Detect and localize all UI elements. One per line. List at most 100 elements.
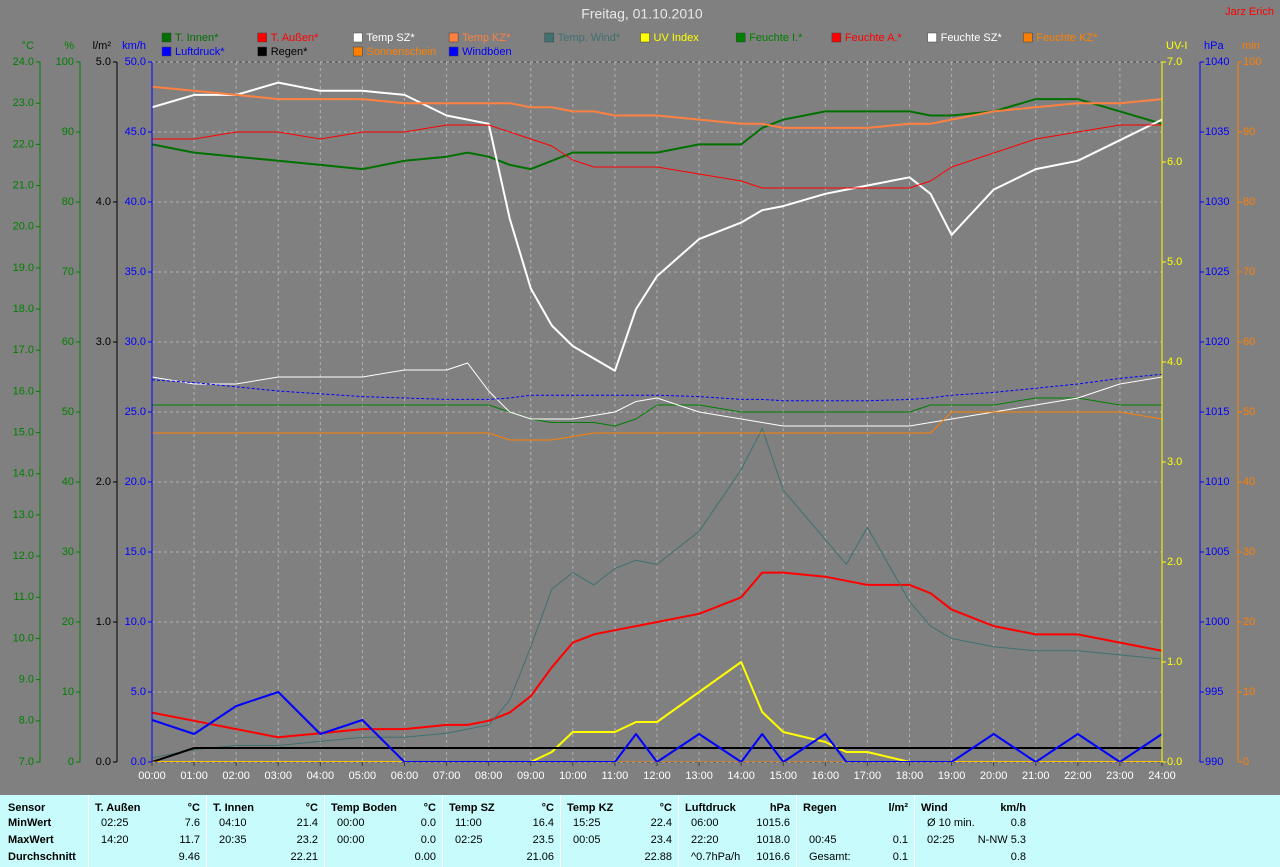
- axis-title: km/h: [122, 40, 146, 52]
- cell-value: 1016.6: [756, 851, 790, 863]
- y-tick-label: 0.0: [1167, 756, 1182, 768]
- y-tick-label: 80: [1243, 196, 1255, 208]
- x-tick-label: 08:00: [475, 770, 503, 782]
- chart-title: Freitag, 01.10.2010: [581, 6, 703, 22]
- x-tick-label: 24:00: [1148, 770, 1176, 782]
- chart: Freitag, 01.10.2010 Jarz Erich 00:00 01:0…: [13, 6, 1274, 782]
- y-tick-label: 10: [1243, 686, 1255, 698]
- series-line: [152, 691, 1162, 762]
- table-separator: [796, 795, 797, 867]
- x-tick-label: 18:00: [896, 770, 924, 782]
- y-tick-label: 15.0: [13, 426, 34, 438]
- legend-swatch: [735, 32, 746, 43]
- y-tick-label: 10.0: [13, 632, 34, 644]
- y-tick-label: 100: [56, 56, 74, 68]
- axis-title: hPa: [1204, 40, 1224, 52]
- x-tick-label: 14:00: [727, 770, 755, 782]
- x-tick-label: 00:00: [138, 770, 166, 782]
- cell-value: 0.8: [1010, 851, 1026, 863]
- cell-value: 0.00: [414, 851, 436, 863]
- cell-value: 22.88: [644, 851, 672, 863]
- cell-value: 0.1: [892, 834, 908, 846]
- group-name: Wind: [921, 802, 948, 814]
- y-tick-label: 20.0: [125, 476, 146, 488]
- cell-value: 1015.6: [756, 817, 790, 829]
- y-tick-label: 30.0: [125, 336, 146, 348]
- y-tick-label: 2.0: [1167, 556, 1182, 568]
- y-tick-label: 990: [1205, 756, 1223, 768]
- y-tick-label: 50.0: [125, 56, 146, 68]
- legend-label: Feuchte KZ*: [1036, 32, 1098, 44]
- group-name: T. Innen: [213, 802, 254, 814]
- legend-label: Sonnenschein: [366, 46, 436, 58]
- legend-label: Windböen: [462, 46, 512, 58]
- cell-time: 02:25: [455, 834, 483, 846]
- group-unit: °C: [659, 802, 672, 814]
- x-tick-label: 15:00: [769, 770, 797, 782]
- y-tick-label: 0: [1243, 756, 1249, 768]
- x-tick-label: 11:00: [602, 770, 629, 782]
- x-tick-label: 06:00: [391, 770, 419, 782]
- y-tick-label: 15.0: [125, 546, 146, 558]
- group-unit: °C: [187, 802, 200, 814]
- series-line: [152, 373, 1162, 402]
- y-tick-label: 19.0: [13, 262, 34, 274]
- group-name: Temp Boden: [331, 802, 397, 814]
- cell-time: 15:25: [573, 817, 601, 829]
- series-line: [152, 661, 1162, 762]
- group-name: Luftdruck: [685, 802, 736, 814]
- legend-swatch: [927, 32, 937, 43]
- series-line: [152, 411, 1162, 441]
- legend-label: Luftdruck*: [175, 46, 225, 58]
- series-line: [152, 98, 1162, 171]
- cell-time: 22:20: [691, 834, 719, 846]
- y-tick-label: 6.0: [1167, 156, 1182, 168]
- table-separator: [88, 795, 89, 867]
- legend-swatch: [257, 46, 267, 57]
- y-tick-label: 1035: [1205, 126, 1229, 138]
- legend-label: Feuchte I.*: [749, 32, 803, 44]
- cell-time: ^0.7hPa/h: [691, 851, 741, 863]
- table-separator: [678, 795, 679, 867]
- y-tick-label: 1000: [1205, 616, 1229, 628]
- cell-time: 02:25: [927, 834, 955, 846]
- x-tick-label: 13:00: [685, 770, 713, 782]
- y-tick-label: 20: [62, 616, 74, 628]
- summary-table: Sensor T. Außen °C T. Innen °C Temp Boden °C Te…: [0, 795, 1280, 867]
- legend-swatch: [161, 46, 172, 57]
- legend-swatch: [831, 32, 842, 43]
- y-tick-label: 0.0: [96, 756, 111, 768]
- y-tick-label: 5.0: [96, 56, 111, 68]
- series-line: [152, 362, 1162, 427]
- y-tick-label: 7.0: [1167, 56, 1182, 68]
- y-tick-label: 40: [62, 476, 74, 488]
- series-line: [152, 124, 1162, 189]
- y-tick-label: 17.0: [13, 344, 34, 356]
- x-tick-label: 05:00: [349, 770, 377, 782]
- y-tick-label: 60: [62, 336, 74, 348]
- cell-time: 00:45: [809, 834, 837, 846]
- legend-label: Regen*: [271, 46, 308, 58]
- legend-swatch: [353, 46, 363, 57]
- y-tick-label: 10.0: [125, 616, 146, 628]
- y-tick-label: 2.0: [96, 476, 111, 488]
- cell-value: 16.4: [532, 817, 554, 829]
- y-tick-label: 5.0: [131, 686, 146, 698]
- cell-time: 00:00: [337, 817, 365, 829]
- table-separator: [206, 795, 207, 867]
- row-label: MaxWert: [8, 834, 54, 846]
- cell-value: N-NW 5.3: [977, 834, 1026, 846]
- cell-value: 0.1: [892, 851, 908, 863]
- y-tick-label: 21.0: [13, 179, 34, 191]
- axis-title: l/m²: [93, 40, 112, 52]
- y-tick-label: 30: [62, 546, 74, 558]
- legend-label: UV Index: [654, 32, 700, 44]
- y-tick-label: 40: [1243, 476, 1255, 488]
- cell-value: 22.4: [650, 817, 672, 829]
- y-tick-label: 1025: [1205, 266, 1229, 278]
- x-tick-label: 20:00: [980, 770, 1008, 782]
- x-tick-label: 21:00: [1022, 770, 1050, 782]
- y-tick-label: 24.0: [13, 56, 34, 68]
- legend-swatch: [161, 32, 172, 43]
- y-tick-label: 13.0: [13, 509, 34, 521]
